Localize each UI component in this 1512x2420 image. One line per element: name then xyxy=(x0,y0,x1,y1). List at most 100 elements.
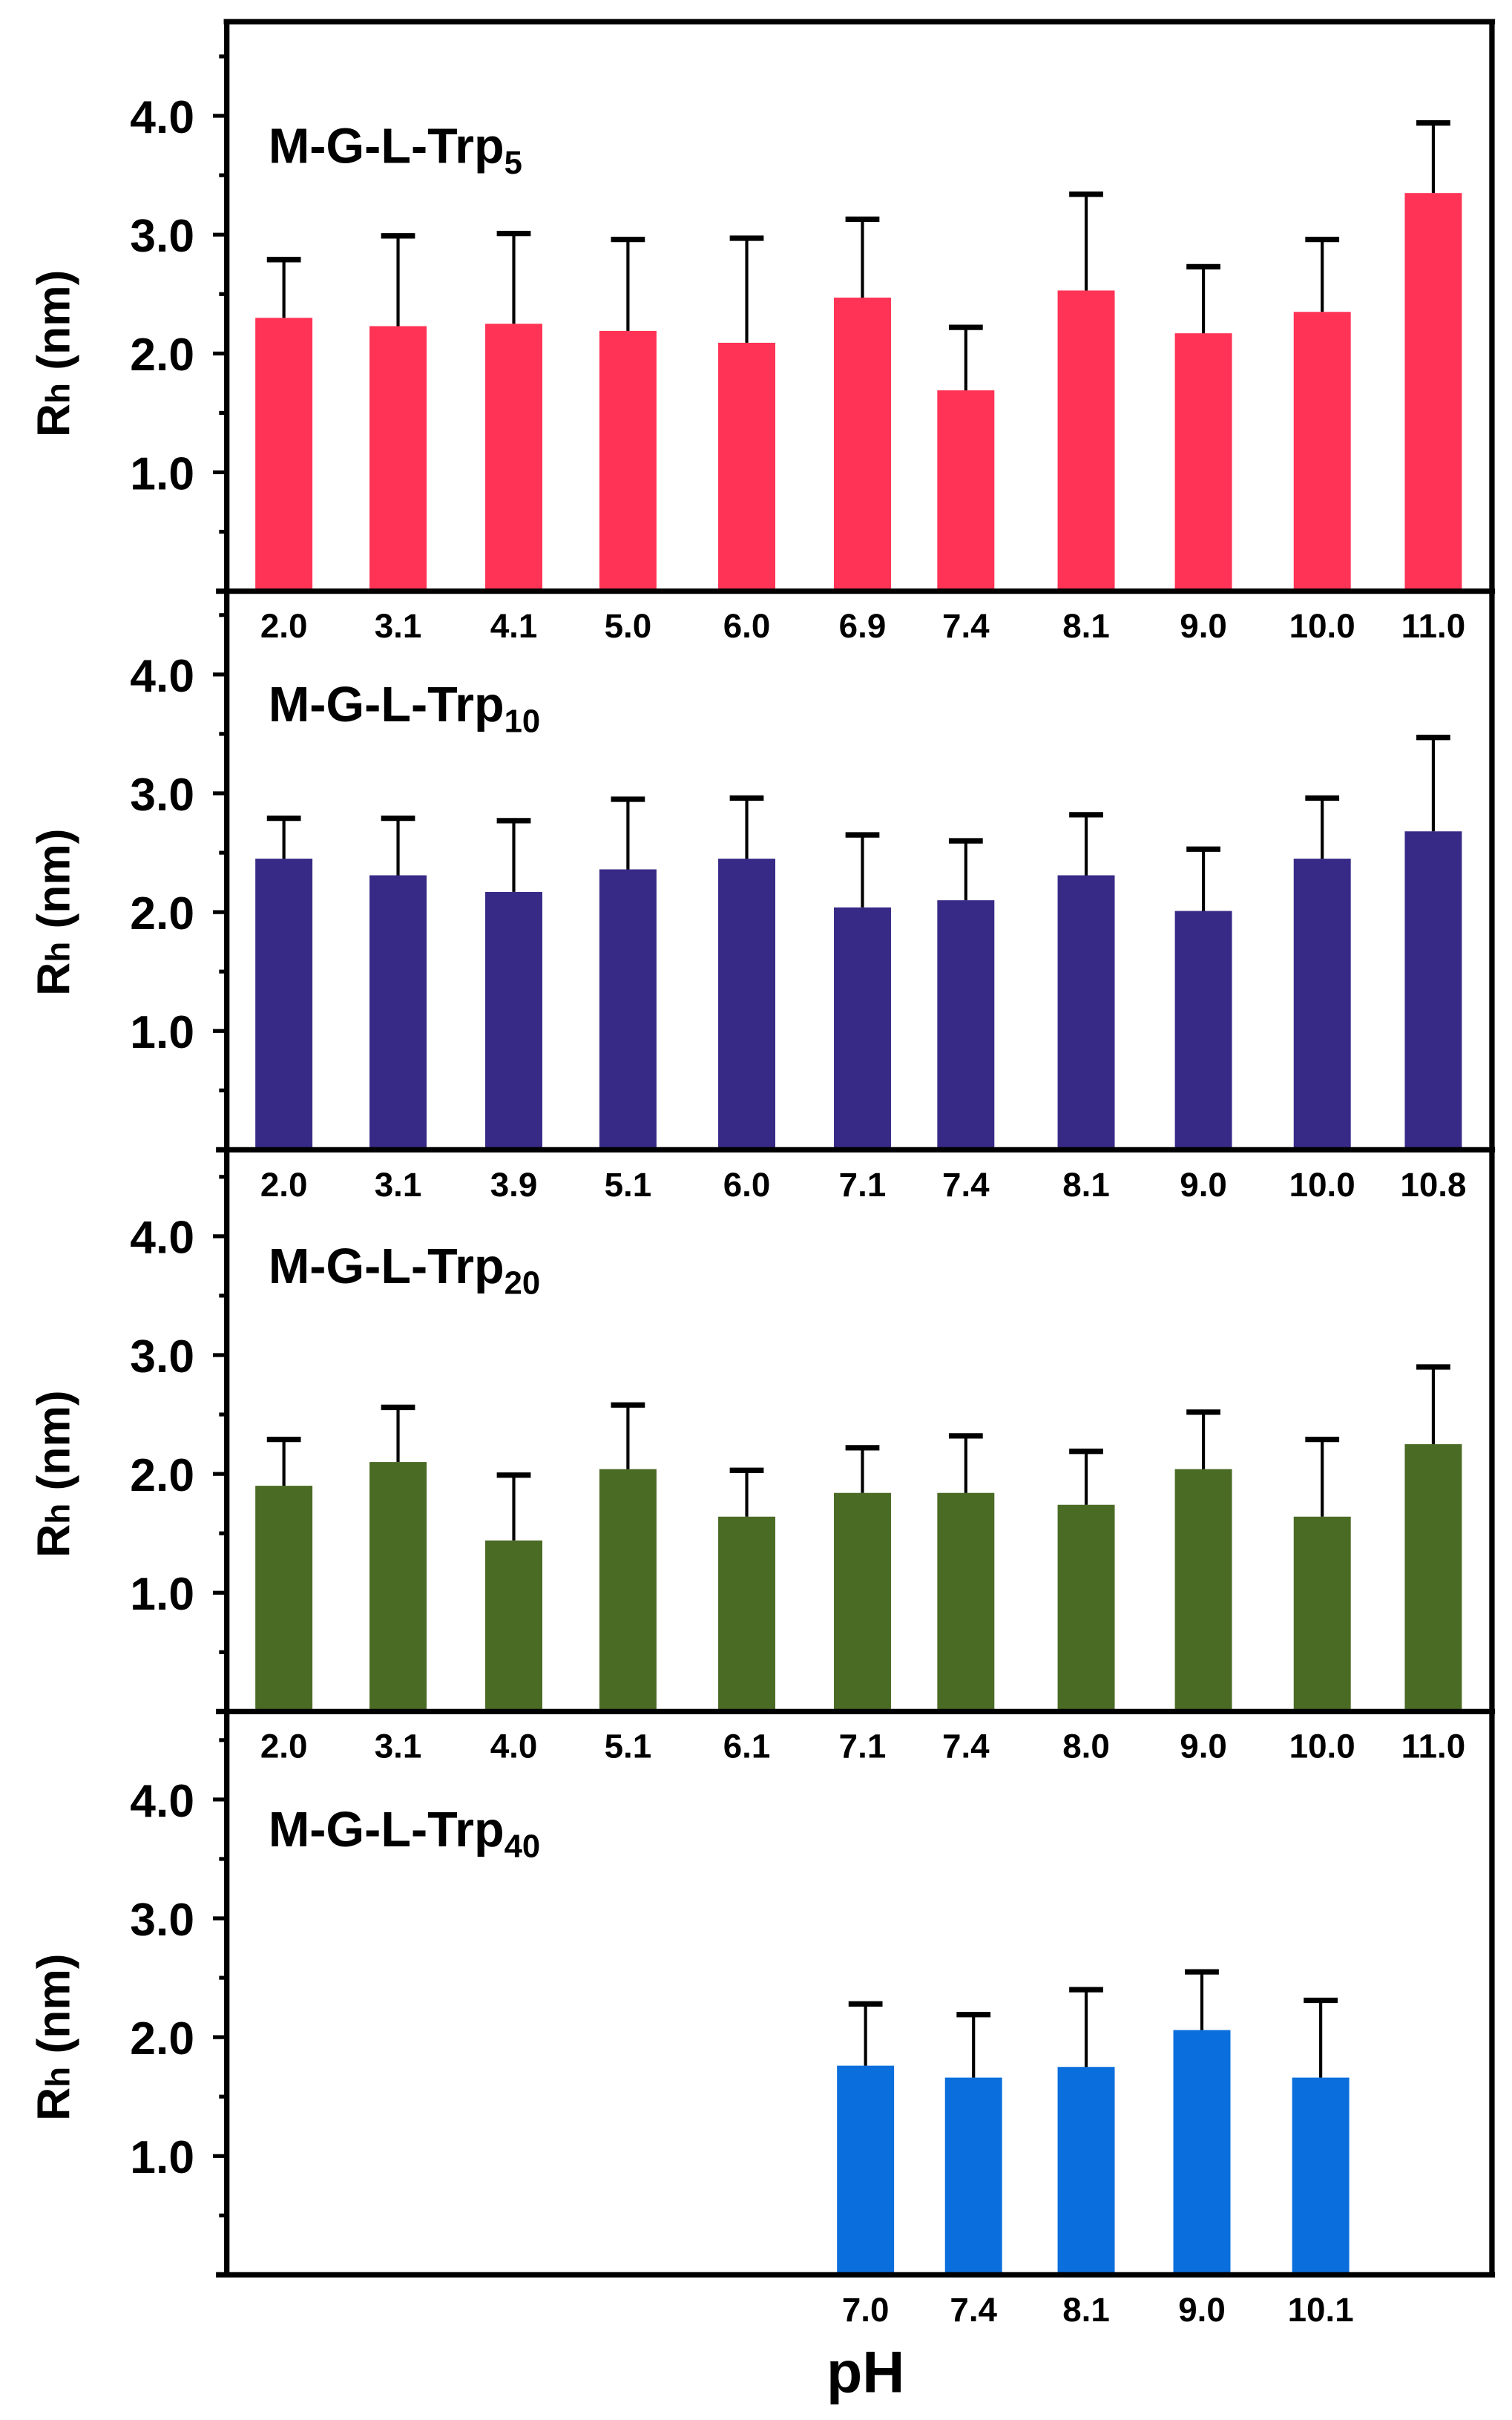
x-tick-label: 5.0 xyxy=(605,607,652,645)
x-tick-label: 9.0 xyxy=(1180,1166,1227,1204)
bar xyxy=(1174,333,1232,591)
bar xyxy=(599,869,657,1150)
x-tick-label: 2.0 xyxy=(260,607,308,645)
bar xyxy=(834,1492,891,1712)
x-tick-label: 4.1 xyxy=(490,607,538,645)
panel-2: 2.0 3.1 3.9 5.1 6.0 7.1 7.4 8.1 9.0 10.0 10.8 1.0 2.… xyxy=(29,591,1496,1204)
x-tick-label: 8.1 xyxy=(1062,2291,1110,2329)
y-tick-label: 4.0 xyxy=(130,1776,194,1827)
x-tick-label: 7.1 xyxy=(839,1166,887,1204)
bar xyxy=(1174,911,1232,1150)
y-tick-label: 4.0 xyxy=(130,1213,194,1264)
bar xyxy=(1057,2067,1115,2275)
x-tick-label: 10.0 xyxy=(1289,1728,1355,1765)
y-label-unit: (nm) xyxy=(29,1390,80,1503)
bar xyxy=(485,324,542,591)
panel-title-text: M-G-L-Trp xyxy=(269,1803,504,1857)
bar xyxy=(834,298,891,591)
bar xyxy=(718,342,775,591)
x-tick-label: 10.1 xyxy=(1288,2291,1354,2329)
x-tick-label: 5.1 xyxy=(605,1728,652,1765)
y-tick-label: 3.0 xyxy=(130,1895,194,1946)
bar xyxy=(1292,2077,1350,2275)
bar xyxy=(599,330,657,591)
panel-title: M-G-L-Trp5 xyxy=(269,119,522,181)
bar xyxy=(718,859,775,1150)
panel-title-text: M-G-L-Trp xyxy=(269,678,504,732)
bar xyxy=(937,1492,995,1712)
x-tick-label: 4.0 xyxy=(490,1728,538,1765)
bar xyxy=(1057,290,1115,591)
x-tick-label: 7.4 xyxy=(942,1728,990,1765)
y-tick-label: 2.0 xyxy=(130,1450,194,1501)
panel-title: M-G-L-Trp10 xyxy=(269,678,540,740)
y-tick-label: 1.0 xyxy=(130,1569,194,1620)
bar xyxy=(255,859,313,1150)
panel-1: 2.0 3.1 4.1 5.0 6.0 6.9 7.4 8.1 9.0 10.0 11.0 1.0 2.… xyxy=(29,19,1496,645)
y-label-unit: (nm) xyxy=(29,270,80,383)
bar xyxy=(369,1462,427,1712)
x-tick-label: 11.0 xyxy=(1401,607,1466,645)
x-tick-label: 6.9 xyxy=(839,607,887,645)
bar xyxy=(937,390,995,591)
y-label-subscript: h xyxy=(39,1504,77,1524)
x-tick-label: 10.0 xyxy=(1289,607,1355,645)
bar xyxy=(1404,193,1462,591)
y-label-unit: (nm) xyxy=(29,1953,80,2066)
panel-title: M-G-L-Trp40 xyxy=(269,1803,540,1865)
x-tick-label: 3.1 xyxy=(375,607,422,645)
x-tick-label: 2.0 xyxy=(260,1728,308,1765)
x-tick-label: 7.4 xyxy=(942,607,990,645)
y-tick-label: 3.0 xyxy=(130,770,194,821)
x-axis-label: pH xyxy=(826,2338,904,2404)
x-tick-label: 6.1 xyxy=(723,1728,771,1765)
y-tick-label: 4.0 xyxy=(130,92,194,143)
y-tick-label: 3.0 xyxy=(130,1331,194,1383)
bar xyxy=(1293,1516,1351,1712)
x-tick-label: 8.0 xyxy=(1062,1728,1110,1765)
bar xyxy=(1404,1444,1462,1712)
y-axis-label: Rh (nm) xyxy=(29,828,80,995)
bar xyxy=(1057,1504,1115,1712)
y-tick-label: 1.0 xyxy=(130,448,194,499)
bar xyxy=(1293,859,1351,1150)
panel-title-subscript: 10 xyxy=(504,704,541,740)
panel-title-text: M-G-L-Trp xyxy=(269,119,504,174)
panel-3: 2.0 3.1 4.0 5.1 6.1 7.1 7.4 8.0 9.0 10.0 11.0 1.0 2.… xyxy=(29,1150,1496,1765)
y-tick-label: 2.0 xyxy=(130,2013,194,2065)
y-tick-label: 1.0 xyxy=(130,2132,194,2183)
x-tick-label: 8.1 xyxy=(1062,607,1110,645)
x-tick-label: 2.0 xyxy=(260,1166,308,1204)
x-tick-label: 7.4 xyxy=(950,2291,997,2329)
bar xyxy=(599,1469,657,1712)
y-label-unit: (nm) xyxy=(29,828,80,941)
x-tick-label: 7.4 xyxy=(942,1166,990,1204)
y-tick-label: 2.0 xyxy=(130,888,194,940)
x-tick-label: 11.0 xyxy=(1401,1728,1466,1765)
y-label-symbol: R xyxy=(29,404,80,437)
bar xyxy=(1057,875,1115,1150)
x-tick-label: 7.1 xyxy=(839,1728,887,1765)
x-tick-label: 10.8 xyxy=(1400,1166,1466,1204)
y-label-subscript: h xyxy=(39,942,77,963)
y-tick-label: 3.0 xyxy=(130,211,194,262)
y-label-symbol: R xyxy=(29,963,80,996)
panel-title-subscript: 40 xyxy=(504,1829,541,1865)
bar xyxy=(255,318,313,591)
x-tick-label: 3.9 xyxy=(490,1166,538,1204)
y-axis-label: Rh (nm) xyxy=(29,1390,80,1557)
x-tick-label: 8.1 xyxy=(1062,1166,1110,1204)
x-tick-label: 5.1 xyxy=(605,1166,652,1204)
y-tick-label: 1.0 xyxy=(130,1007,194,1058)
bar xyxy=(837,2065,895,2275)
bar xyxy=(944,2077,1002,2275)
y-axis-label: Rh (nm) xyxy=(29,270,80,437)
bar xyxy=(937,900,995,1150)
bar xyxy=(718,1516,775,1712)
panel-title-text: M-G-L-Trp xyxy=(269,1239,504,1294)
bar xyxy=(485,1540,542,1712)
y-label-subscript: h xyxy=(39,2067,77,2088)
y-axis-label: Rh (nm) xyxy=(29,1953,80,2120)
bar xyxy=(1293,312,1351,591)
